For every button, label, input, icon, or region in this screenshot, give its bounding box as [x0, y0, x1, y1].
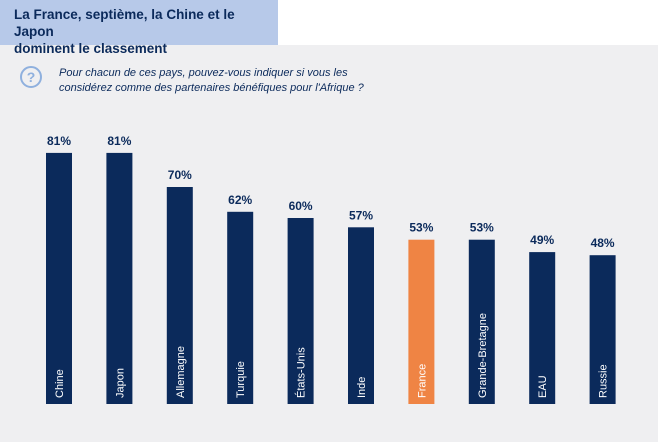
- value-label-0: 81%: [47, 134, 71, 148]
- category-label-0: Chine: [54, 369, 66, 398]
- question-line-1: Pour chacun de ces pays, pouvez-vous ind…: [59, 67, 348, 79]
- bar-3: [227, 211, 254, 404]
- bar-9: [589, 255, 616, 404]
- title-line-1: La France, septième, la Chine et le Japo…: [14, 7, 235, 39]
- bar-7: [468, 239, 495, 404]
- bar-5: [348, 227, 374, 404]
- category-label-5: Inde: [356, 377, 368, 398]
- category-label-8: EAU: [537, 375, 549, 398]
- bar-6: [408, 239, 435, 404]
- bar-2: [166, 187, 193, 404]
- category-label-6: France: [416, 364, 428, 398]
- question-icon: ?: [20, 66, 42, 88]
- title-banner: La France, septième, la Chine et le Japo…: [0, 0, 278, 56]
- category-label-4: États-Unis: [295, 347, 308, 398]
- value-label-2: 70%: [168, 168, 192, 182]
- value-label-3: 62%: [228, 193, 252, 207]
- category-label-9: Russie: [598, 364, 610, 398]
- value-label-4: 60%: [289, 199, 313, 213]
- survey-question: Pour chacun de ces pays, pouvez-vous ind…: [59, 66, 419, 96]
- bar-4: [287, 218, 314, 404]
- value-label-8: 49%: [530, 233, 554, 247]
- bar-0: [46, 152, 72, 404]
- bar-1: [106, 152, 133, 404]
- category-label-3: Turquie: [235, 361, 247, 398]
- category-label-2: Allemagne: [175, 346, 187, 398]
- value-label-9: 48%: [591, 236, 615, 250]
- category-label-1: Japon: [114, 368, 126, 398]
- question-line-2: considérez comme des partenaires bénéfiq…: [59, 82, 364, 94]
- value-label-5: 57%: [349, 208, 373, 222]
- value-label-1: 81%: [107, 134, 131, 148]
- value-label-7: 53%: [470, 221, 494, 235]
- bar-8: [529, 252, 556, 404]
- category-label-7: Grande-Bretagne: [477, 313, 489, 398]
- value-label-6: 53%: [409, 221, 433, 235]
- title-line-2: dominent le classement: [14, 41, 168, 56]
